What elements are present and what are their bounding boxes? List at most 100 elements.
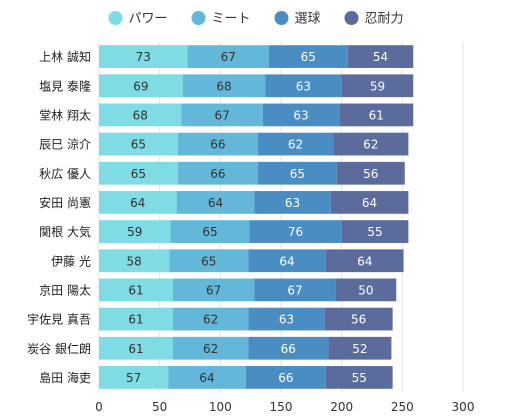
data-label: 55 [352, 371, 367, 385]
bar-segment [245, 366, 326, 389]
bar-segment [99, 307, 174, 331]
data-label: 67 [206, 283, 221, 297]
bar-segment [173, 307, 249, 331]
bar-segment [330, 191, 409, 214]
data-label: 57 [126, 371, 141, 385]
bar-segment [257, 132, 334, 156]
data-label: 59 [127, 225, 142, 239]
data-label: 67 [215, 108, 230, 122]
x-tick-label: 200 [330, 400, 353, 414]
bar-segment [99, 336, 174, 360]
bar-segment [328, 336, 392, 360]
x-tick-label: 100 [209, 400, 232, 414]
legend: パワー ミート 選球 忍耐力 [108, 11, 404, 27]
bar-segment [335, 278, 397, 302]
bar-segment [99, 132, 178, 156]
category-label: 塩見 泰隆 [39, 78, 91, 93]
data-label: 62 [363, 138, 378, 152]
bar-segment [257, 161, 337, 185]
data-label: 68 [133, 108, 148, 122]
bar-segment [339, 103, 414, 127]
data-label: 59 [370, 79, 385, 93]
data-label: 69 [133, 79, 148, 93]
data-label: 63 [279, 313, 294, 327]
data-label: 54 [373, 50, 388, 64]
bar-segment [249, 220, 342, 243]
bar-segment [99, 366, 169, 389]
bar-segment [99, 161, 178, 185]
data-label: 68 [216, 79, 231, 93]
data-label: 76 [288, 225, 303, 239]
category-label: 堂林 翔太 [39, 107, 91, 122]
data-label: 64 [208, 196, 223, 210]
bar-segment [99, 45, 188, 68]
data-label: 73 [136, 50, 151, 64]
legend-swatch [191, 11, 206, 25]
bar-segment [177, 161, 258, 185]
category-label: 伊藤 光 [51, 254, 91, 268]
category-label: 炭谷 銀仁朗 [27, 342, 91, 356]
data-label: 62 [203, 342, 218, 356]
category-label: 安田 尚憲 [39, 195, 91, 210]
x-tick-label: 0 [95, 400, 103, 414]
bar-segment [248, 336, 329, 360]
value-axis: 0 50 100 150 200 250 300 [95, 400, 474, 414]
data-label: 56 [363, 167, 378, 181]
data-label: 61 [369, 108, 384, 122]
category-label: 辰巳 涼介 [39, 137, 91, 152]
bar-segment [262, 103, 340, 127]
data-label: 67 [287, 283, 302, 297]
bar-segment [341, 74, 414, 98]
bar-segment [324, 307, 393, 331]
data-label: 67 [221, 50, 236, 64]
x-tick-label: 150 [270, 400, 293, 414]
bar-segment [336, 161, 405, 185]
legend-swatch [344, 11, 359, 25]
bar-segment [173, 278, 255, 302]
grid-lines [98, 42, 464, 392]
bar-segment [99, 191, 177, 214]
bar-segment [347, 45, 414, 68]
data-label: 66 [278, 371, 293, 385]
bar-segment [181, 103, 263, 127]
bar-segment [99, 220, 171, 243]
bar-segment [254, 191, 331, 214]
x-tick-label: 50 [152, 400, 167, 414]
data-label: 64 [357, 254, 372, 268]
bar-segment [268, 45, 348, 68]
bar-segment [254, 278, 336, 302]
x-tick-label: 250 [391, 400, 414, 414]
data-label: 65 [131, 167, 146, 181]
legend-label: 忍耐力 [365, 12, 404, 27]
category-label: 関根 大気 [39, 224, 91, 239]
data-label: 66 [210, 138, 225, 152]
bar-segment [182, 74, 266, 98]
legend-swatch [274, 11, 289, 25]
data-label: 62 [203, 313, 218, 327]
legend-swatch [108, 11, 123, 25]
bar-segment [170, 220, 250, 243]
data-label: 63 [285, 196, 300, 210]
data-label: 61 [128, 313, 143, 327]
data-label: 64 [130, 196, 145, 210]
legend-label: パワー [129, 12, 168, 27]
bar-segment [341, 220, 409, 243]
bar-segment [248, 307, 325, 331]
bar-segment [325, 249, 404, 273]
data-label: 64 [279, 254, 294, 268]
category-label: 秋広 優人 [39, 167, 91, 181]
data-label: 65 [131, 138, 146, 152]
bar-segment [333, 132, 409, 156]
data-label: 66 [210, 167, 225, 181]
bar-segment [325, 366, 393, 389]
data-label: 65 [201, 254, 216, 268]
data-label: 61 [128, 342, 143, 356]
data-label: 61 [128, 283, 143, 297]
data-label: 63 [296, 79, 311, 93]
bar-segment [99, 278, 174, 302]
data-label: 64 [199, 371, 214, 385]
legend-label: 選球 [295, 12, 321, 27]
bars: 73 67 65 54 69 68 63 59 68 67 63 61 65 66 62 62 65 66 65 56… [99, 45, 414, 389]
